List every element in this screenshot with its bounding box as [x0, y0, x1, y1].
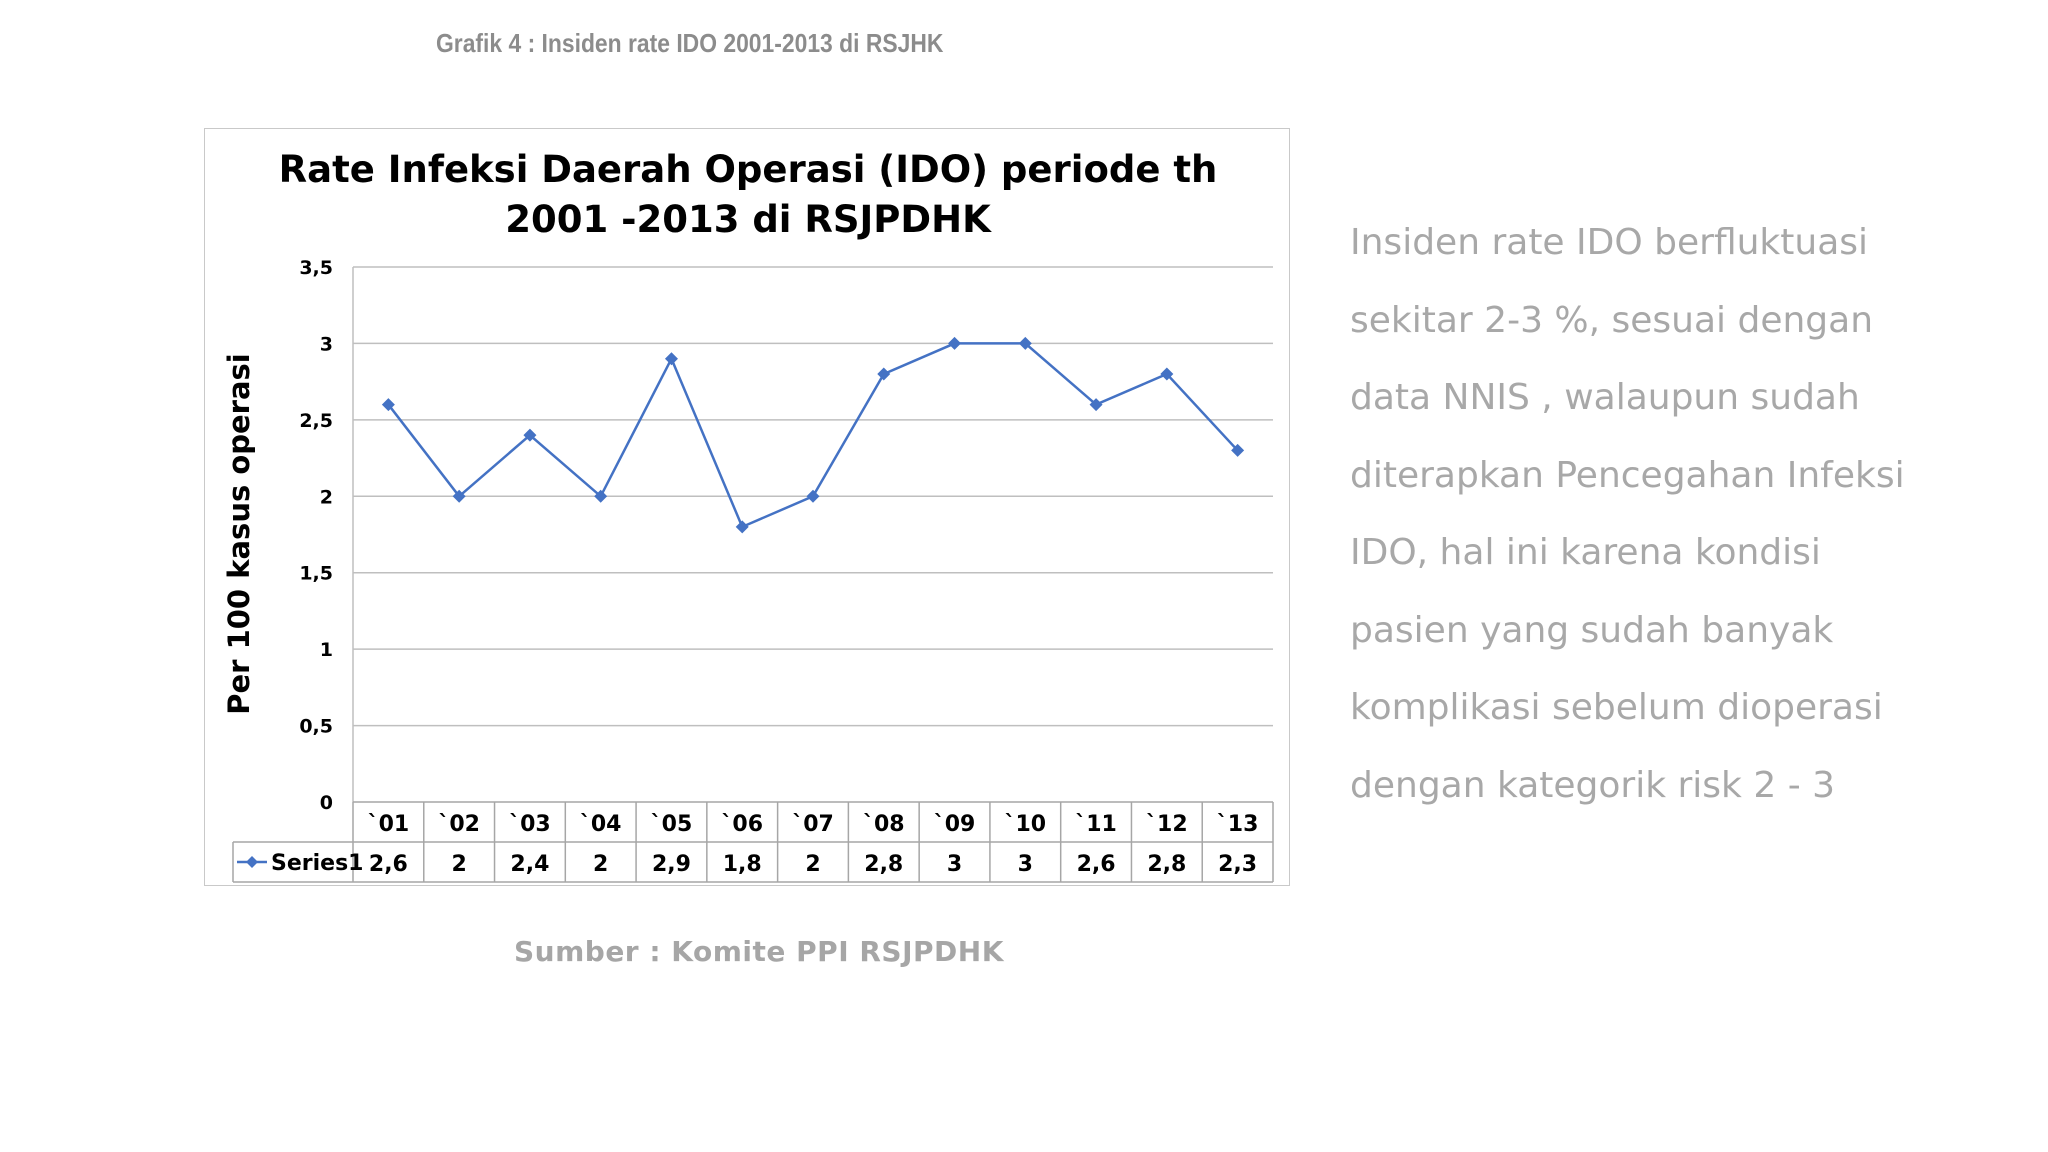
data-value-label: 2,4	[510, 852, 549, 877]
data-value-label: 2,3	[1218, 852, 1257, 877]
category-label: `08	[863, 812, 905, 837]
data-value-label: 1,8	[723, 852, 762, 877]
description-line: Insiden rate IDO berfluktuasi	[1350, 222, 1869, 263]
category-label: `13	[1217, 812, 1259, 837]
data-point-marker	[735, 520, 749, 534]
category-label: `09	[934, 812, 976, 837]
data-value-label: 2,8	[1147, 852, 1186, 877]
y-tick-label: 0	[320, 792, 333, 814]
data-point-marker	[452, 489, 466, 503]
y-tick-label: 1	[320, 639, 333, 661]
category-label: `05	[651, 812, 693, 837]
data-point-marker	[1089, 398, 1103, 412]
data-value-label: 2	[593, 852, 608, 877]
data-point-marker	[948, 336, 962, 350]
data-value-label: 2,6	[1077, 852, 1116, 877]
ido-rate-line-chart: Rate Infeksi Daerah Operasi (IDO) period…	[222, 148, 1274, 883]
data-table: `01 `02 `03 `04 `05 `06 `07 `08 `09 `10 `11 `12 `13 2…	[232, 801, 1274, 883]
category-label: `01	[368, 812, 410, 837]
y-tick-label: 2,5	[299, 410, 333, 432]
description-line: diterapkan Pencegahan Infeksi	[1350, 454, 1905, 496]
category-label: `10	[1004, 812, 1046, 837]
description-line: sekitar 2-3 %, sesuai dengan	[1350, 299, 1874, 341]
data-point-marker	[877, 367, 891, 381]
y-tick-labels: 0 0,5 1 1,5 2 2,5 3 3,5	[299, 257, 333, 814]
description-line: data NNIS , walaupun sudah	[1350, 377, 1860, 418]
y-axis-label: Per 100 kasus operasi	[222, 353, 256, 715]
category-label: `11	[1075, 812, 1117, 837]
description-text: Insiden rate IDO berfluktuasi sekitar 2-3…	[1350, 218, 1990, 838]
category-label: `03	[509, 812, 551, 837]
data-point-marker	[523, 428, 537, 442]
category-label: `07	[792, 812, 834, 837]
data-point-marker	[1231, 443, 1245, 457]
category-label: `06	[721, 812, 763, 837]
description-line: komplikasi sebelum dioperasi	[1350, 687, 1883, 728]
description-line: IDO, hal ini karena kondisi	[1350, 532, 1821, 573]
description-line: dengan kategorik risk 2 - 3	[1350, 764, 1836, 806]
data-point-marker	[664, 352, 678, 366]
data-value-label: 2	[451, 852, 466, 877]
chart-title-line-1: Rate Infeksi Daerah Operasi (IDO) period…	[279, 148, 1218, 191]
data-value-label: 2,8	[864, 852, 903, 877]
y-tick-label: 0,5	[299, 716, 333, 738]
category-label: `04	[580, 812, 622, 837]
data-point-marker	[381, 398, 395, 412]
data-value-label: 2,6	[369, 852, 408, 877]
data-point-marker	[594, 489, 608, 503]
category-label: `12	[1146, 812, 1188, 837]
data-value-label: 2,9	[652, 852, 691, 877]
data-value-label: 2	[805, 852, 820, 877]
legend-marker	[246, 856, 258, 868]
y-tick-label: 3,5	[299, 257, 333, 279]
data-point-marker	[1160, 367, 1174, 381]
y-tick-label: 2	[320, 486, 333, 508]
y-tick-label: 1,5	[299, 563, 333, 585]
data-value-label: 3	[947, 852, 962, 877]
slide-caption: Grafik 4 : Insiden rate IDO 2001-2013 di…	[436, 28, 944, 58]
chart-frame: Rate Infeksi Daerah Operasi (IDO) period…	[204, 128, 1290, 886]
series-line-layer	[381, 336, 1245, 534]
data-point-marker	[1018, 336, 1032, 350]
category-label: `02	[438, 812, 480, 837]
data-point-marker	[806, 489, 820, 503]
data-value-label: 3	[1018, 852, 1033, 877]
chart-title-line-2: 2001 -2013 di RSJPDHK	[505, 198, 992, 241]
source-note: Sumber : Komite PPI RSJPDHK	[514, 935, 1004, 968]
grid-lines	[352, 266, 1273, 802]
description-line: pasien yang sudah banyak	[1350, 609, 1834, 651]
legend-series-name: Series1	[271, 851, 363, 876]
y-tick-label: 3	[320, 333, 333, 355]
